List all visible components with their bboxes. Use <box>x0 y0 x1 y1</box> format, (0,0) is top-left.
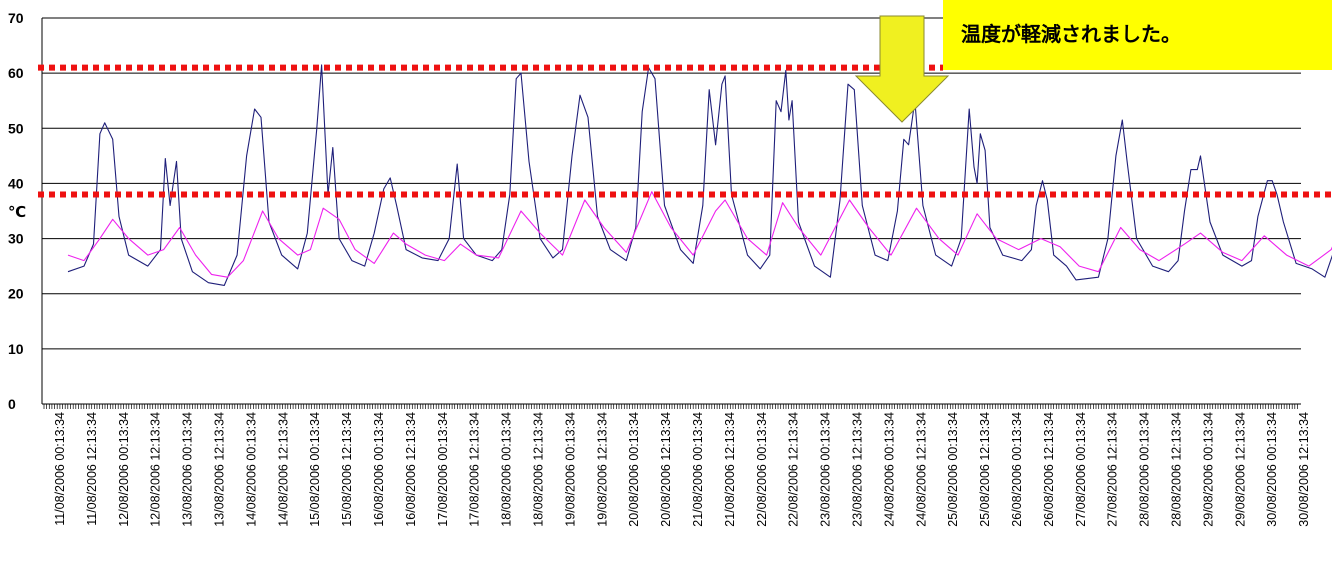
y-tick-label-10: 10 <box>8 341 24 357</box>
x-tick-label: 17/08/2006 00:13:34 <box>436 412 450 527</box>
x-tick-label: 14/08/2006 00:13:34 <box>244 412 258 527</box>
x-tick-label: 27/08/2006 12:13:34 <box>1106 412 1120 527</box>
y-tick-label-0: 0 <box>8 396 16 412</box>
series-line-1 <box>67 64 1332 286</box>
x-tick-label: 24/08/2006 00:13:34 <box>882 412 896 527</box>
x-tick-label: 14/08/2006 12:13:34 <box>276 412 290 527</box>
x-tick-label: 11/08/2006 00:13:34 <box>53 412 67 526</box>
x-tick-label: 11/08/2006 12:13:34 <box>85 412 99 526</box>
x-tick-label: 22/08/2006 12:13:34 <box>787 412 801 527</box>
x-tick-label: 21/08/2006 00:13:34 <box>691 412 705 527</box>
x-tick-label: 25/08/2006 00:13:34 <box>946 412 960 527</box>
y-axis-ticks: 0 10 20 30 40 50 60 70 <box>8 10 24 412</box>
y-tick-label-60: 60 <box>8 65 24 81</box>
data-series <box>67 64 1332 286</box>
x-tick-label: 24/08/2006 12:13:34 <box>914 412 928 527</box>
x-tick-label: 26/08/2006 00:13:34 <box>1010 412 1024 527</box>
x-tick-label: 25/08/2006 12:13:34 <box>978 412 992 527</box>
x-tick-label: 28/08/2006 00:13:34 <box>1138 412 1152 527</box>
x-tick-label: 12/08/2006 12:13:34 <box>149 412 163 527</box>
x-tick-label: 30/08/2006 12:13:34 <box>1297 412 1311 527</box>
callout-text: 温度が軽減されました。 <box>961 22 1181 46</box>
x-tick-label: 23/08/2006 12:13:34 <box>851 412 865 527</box>
callout-arrow-icon <box>854 15 950 123</box>
x-tick-label: 15/08/2006 00:13:34 <box>308 412 322 527</box>
x-tick-label: 18/08/2006 12:13:34 <box>532 412 546 527</box>
x-tick-label: 16/08/2006 00:13:34 <box>372 412 386 527</box>
x-tick-label: 18/08/2006 00:13:34 <box>500 412 514 527</box>
y-tick-label-50: 50 <box>8 120 24 136</box>
reference-lines <box>38 64 1332 198</box>
callout: 温度が軽減されました。 <box>854 0 1332 123</box>
x-tick-label: 27/08/2006 00:13:34 <box>1074 412 1088 527</box>
y-axis-unit-label: ℃ <box>8 203 26 221</box>
y-tick-label-40: 40 <box>8 175 24 191</box>
x-tick-label: 26/08/2006 12:13:34 <box>1042 412 1056 527</box>
x-tick-label: 12/08/2006 00:13:34 <box>117 412 131 527</box>
x-tick-label: 13/08/2006 00:13:34 <box>181 412 195 527</box>
callout-box <box>943 0 1332 70</box>
axes <box>41 18 1301 409</box>
x-tick-label: 29/08/2006 00:13:34 <box>1201 412 1215 527</box>
x-tick-label: 19/08/2006 00:13:34 <box>563 412 577 527</box>
x-tick-label: 21/08/2006 12:13:34 <box>723 412 737 527</box>
x-tick-label: 28/08/2006 12:13:34 <box>1170 412 1184 527</box>
x-tick-label: 23/08/2006 00:13:34 <box>819 412 833 527</box>
x-axis-ticks: 11/08/2006 00:13:34 11/08/2006 12:13:34 12… <box>53 412 1311 527</box>
x-tick-label: 20/08/2006 00:13:34 <box>627 412 641 527</box>
y-tick-label-30: 30 <box>8 231 24 247</box>
x-axis-minor-ticks <box>43 404 1298 409</box>
x-tick-label: 17/08/2006 12:13:34 <box>468 412 482 527</box>
x-tick-label: 22/08/2006 00:13:34 <box>755 412 769 527</box>
x-tick-label: 13/08/2006 12:13:34 <box>213 412 227 527</box>
x-tick-label: 20/08/2006 12:13:34 <box>659 412 673 527</box>
x-tick-label: 15/08/2006 12:13:34 <box>340 412 354 527</box>
x-tick-label: 16/08/2006 12:13:34 <box>404 412 418 527</box>
series-line-2 <box>67 191 1332 278</box>
x-tick-label: 19/08/2006 12:13:34 <box>595 412 609 527</box>
y-tick-label-20: 20 <box>8 286 24 302</box>
x-tick-label: 29/08/2006 12:13:34 <box>1233 412 1247 527</box>
x-tick-label: 30/08/2006 00:13:34 <box>1265 412 1279 527</box>
y-tick-label-70: 70 <box>8 10 24 26</box>
